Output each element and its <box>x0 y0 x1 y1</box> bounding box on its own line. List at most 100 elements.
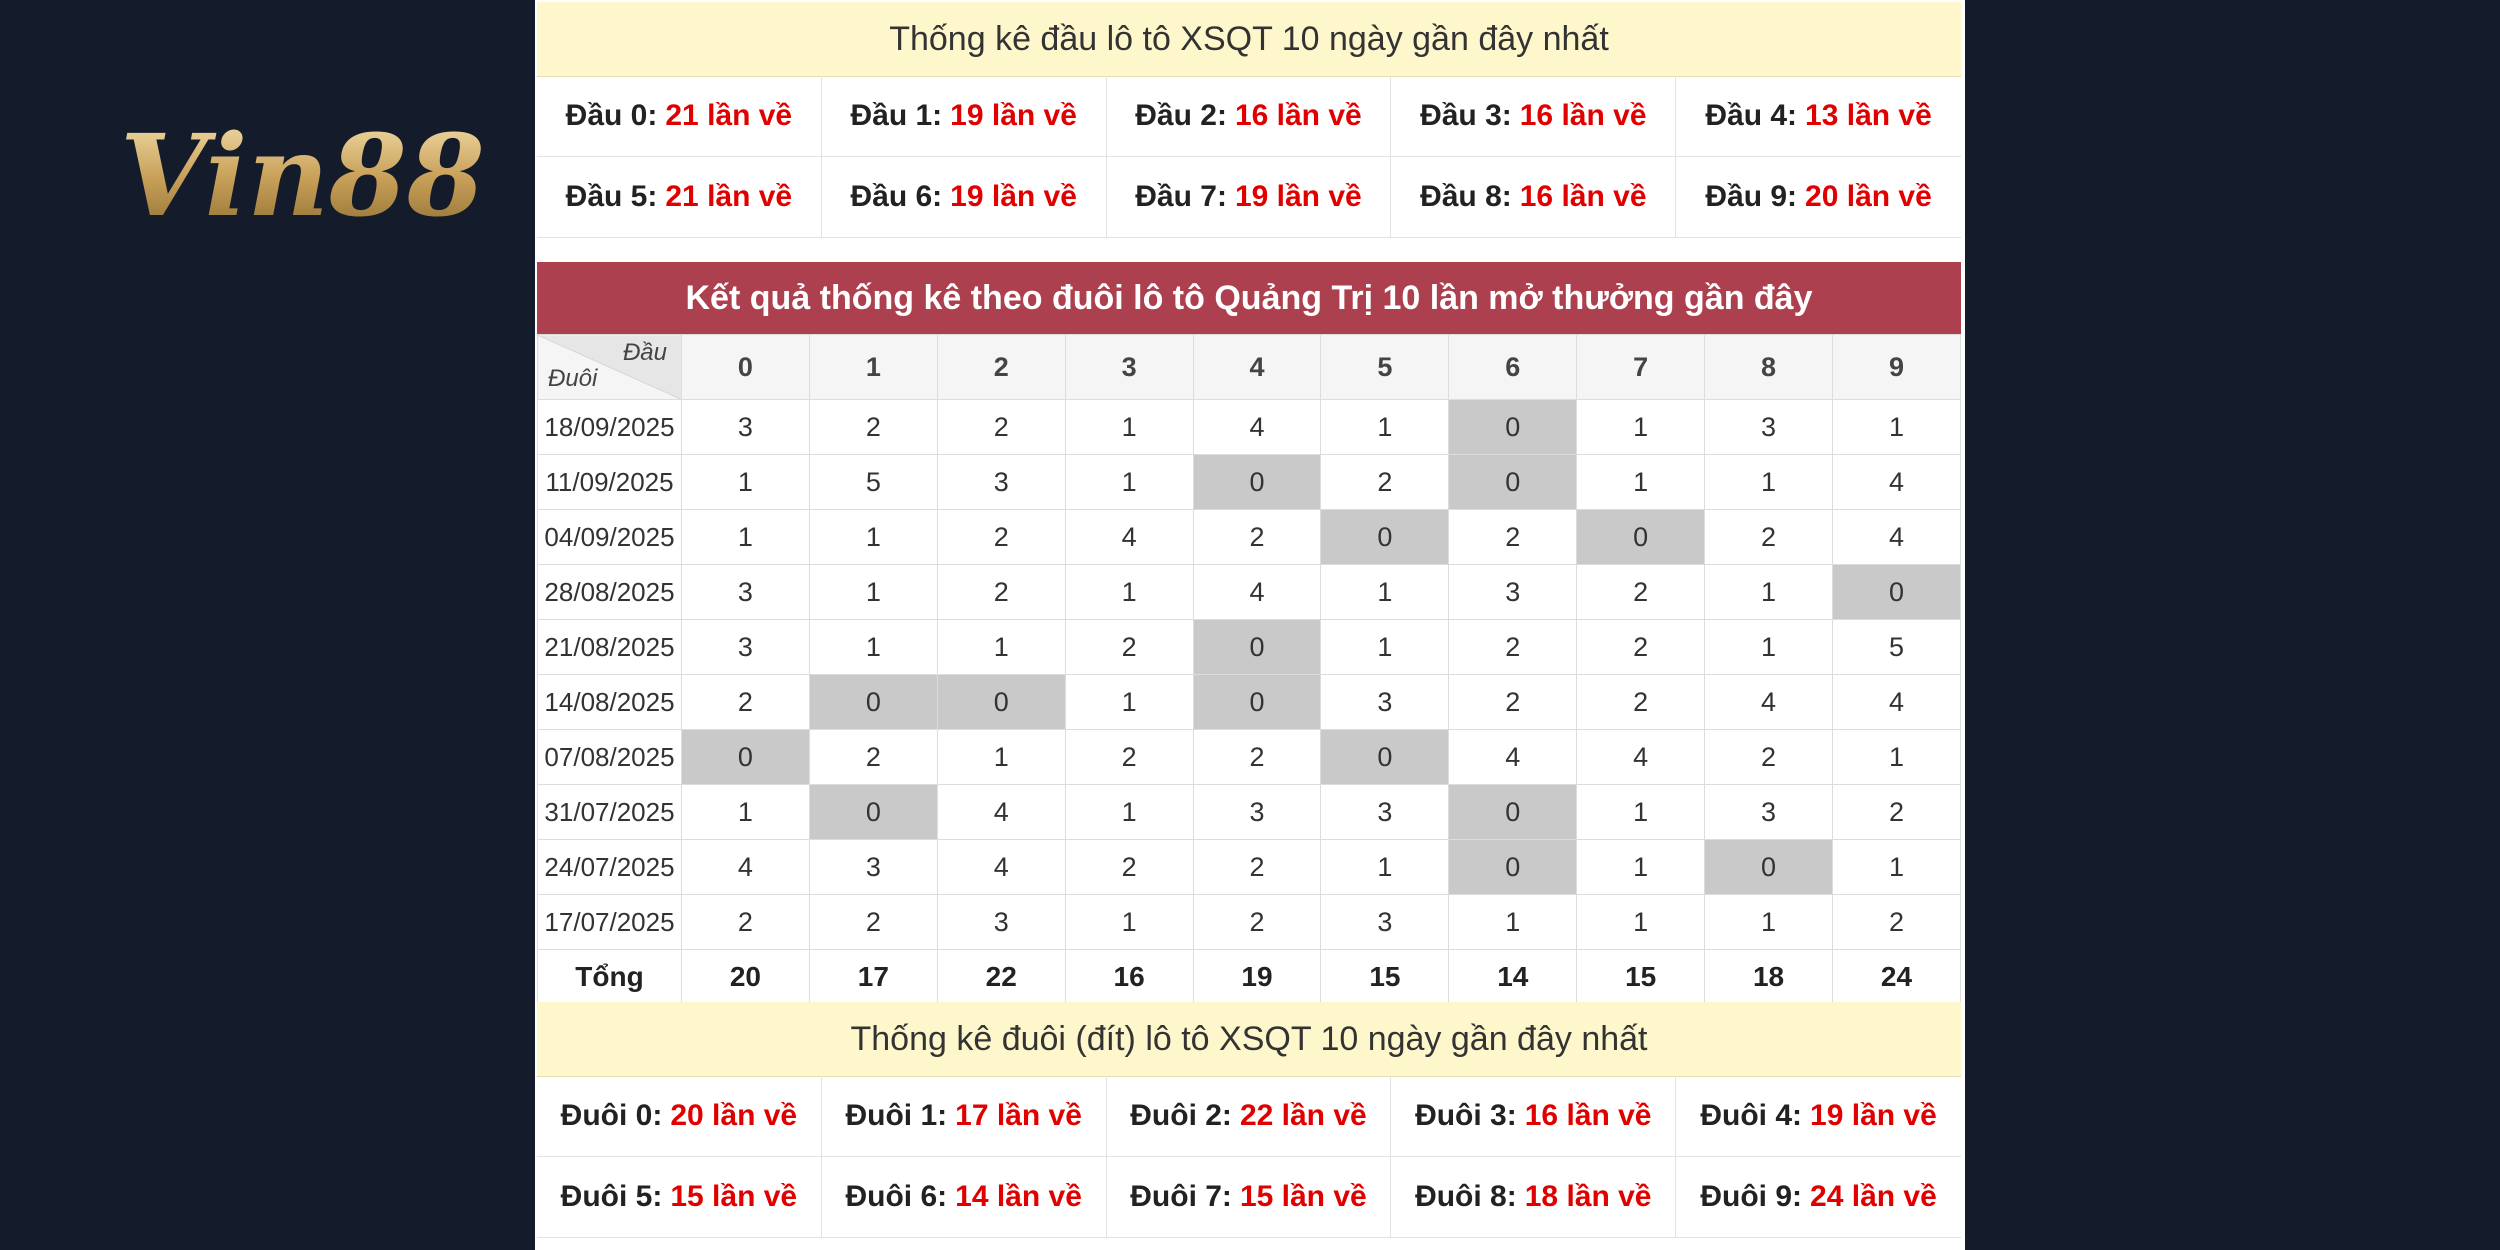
table-cell: 3 <box>1704 784 1834 840</box>
head-summary-item: Đầu 9: 20 lần về <box>1676 157 1961 238</box>
table-cell: 2 <box>681 674 810 730</box>
table-cell: 2 <box>1448 509 1578 565</box>
table-cell: 0 <box>1448 839 1578 895</box>
total-cell: 17 <box>808 949 938 1005</box>
table-cell: 1 <box>1064 564 1194 620</box>
tail-summary-item: Đuôi 4: 19 lần về <box>1676 1076 1961 1157</box>
tail-summary-label: Đuôi 9: <box>1700 1180 1803 1213</box>
head-summary-label: Đầu 0: <box>565 99 658 132</box>
table-row: 18/09/2025 3 2 2 1 4 1 0 1 3 1 <box>537 399 1961 455</box>
table-cell: 1 <box>1576 454 1706 510</box>
table-cell: 2 <box>808 894 938 950</box>
table-cell: 3 <box>1320 784 1450 840</box>
table-cell: 2 <box>1704 729 1834 785</box>
table-cell: 2 <box>808 729 938 785</box>
tail-summary-label: Đuôi 5: <box>560 1180 663 1213</box>
table-cell: 3 <box>1704 399 1834 455</box>
head-summary-label: Đầu 1: <box>850 99 943 132</box>
lottery-stats-panel: Thống kê đầu lô tô XSQT 10 ngày gần đây … <box>535 0 1965 1250</box>
table-corner-header: Đầu Đuôi <box>537 334 682 400</box>
table-row: 21/08/2025 3 1 1 2 0 1 2 2 1 5 <box>537 619 1961 675</box>
table-cell: 2 <box>681 894 810 950</box>
column-header: 7 <box>1576 334 1706 400</box>
table-cell: 1 <box>1064 674 1194 730</box>
head-summary-item: Đầu 8: 16 lần về <box>1391 157 1677 238</box>
total-label: Tổng <box>537 949 682 1005</box>
table-cell: 3 <box>936 454 1066 510</box>
table-cell: 1 <box>1064 784 1194 840</box>
table-cell: 4 <box>1832 674 1961 730</box>
table-cell: 2 <box>1192 839 1322 895</box>
table-cell: 1 <box>1704 564 1834 620</box>
table-cell: 1 <box>1320 399 1450 455</box>
table-cell: 0 <box>1448 784 1578 840</box>
table-cell: 1 <box>808 564 938 620</box>
table-cell: 3 <box>681 564 810 620</box>
table-cell: 1 <box>808 509 938 565</box>
table-cell: 1 <box>936 619 1066 675</box>
table-cell: 4 <box>1064 509 1194 565</box>
tail-summary-count: 24 lần về <box>1810 1180 1937 1213</box>
table-cell: 4 <box>936 839 1066 895</box>
head-summary-count: 19 lần về <box>950 180 1077 213</box>
table-cell: 2 <box>936 399 1066 455</box>
tail-summary-item: Đuôi 3: 16 lần về <box>1391 1076 1677 1157</box>
head-summary-item: Đầu 1: 19 lần về <box>821 76 1107 157</box>
table-cell: 2 <box>1448 619 1578 675</box>
row-date: 21/08/2025 <box>537 619 682 675</box>
table-cell: 0 <box>1576 509 1706 565</box>
table-cell: 3 <box>936 894 1066 950</box>
row-date: 24/07/2025 <box>537 839 682 895</box>
row-date: 07/08/2025 <box>537 729 682 785</box>
table-cell: 1 <box>1448 894 1578 950</box>
table-cell: 3 <box>808 839 938 895</box>
head-summary-label: Đầu 9: <box>1705 180 1798 213</box>
head-summary-label: Đầu 6: <box>850 180 943 213</box>
table-cell: 1 <box>681 454 810 510</box>
column-header: 5 <box>1320 334 1450 400</box>
tail-summary-label: Đuôi 0: <box>560 1099 663 1132</box>
table-cell: 1 <box>1576 784 1706 840</box>
table-cell: 2 <box>1320 454 1450 510</box>
table-cell: 1 <box>1576 399 1706 455</box>
table-cell: 1 <box>1320 839 1450 895</box>
table-cell: 0 <box>1320 729 1450 785</box>
head-summary-item: Đầu 3: 16 lần về <box>1391 76 1677 157</box>
row-date: 28/08/2025 <box>537 564 682 620</box>
row-date: 11/09/2025 <box>537 454 682 510</box>
row-date: 17/07/2025 <box>537 894 682 950</box>
table-cell: 4 <box>1576 729 1706 785</box>
table-cell: 4 <box>1704 674 1834 730</box>
head-summary-count: 21 lần về <box>665 180 793 213</box>
column-header: 4 <box>1192 334 1322 400</box>
total-cell: 16 <box>1064 949 1194 1005</box>
table-cell: 0 <box>1192 619 1322 675</box>
table-cell: 1 <box>1320 619 1450 675</box>
table-cell: 3 <box>1448 564 1578 620</box>
tail-summary-item: Đuôi 6: 14 lần về <box>821 1157 1107 1238</box>
tail-summary-item: Đuôi 2: 22 lần về <box>1106 1076 1392 1157</box>
table-cell: 0 <box>936 674 1066 730</box>
tail-summary-count: 15 lần về <box>1239 1180 1367 1213</box>
column-header: 9 <box>1832 334 1961 400</box>
tail-summary-count: 14 lần về <box>955 1180 1082 1213</box>
table-cell: 0 <box>1448 454 1578 510</box>
head-summary-label: Đầu 2: <box>1135 99 1227 132</box>
vin88-logo: Vin88 <box>120 115 485 235</box>
table-cell: 2 <box>1192 729 1322 785</box>
total-cell: 15 <box>1320 949 1450 1005</box>
tail-summary-count: 17 lần về <box>955 1099 1082 1132</box>
corner-head-label: Đầu <box>622 339 667 366</box>
row-date: 31/07/2025 <box>537 784 682 840</box>
tail-summary-count: 16 lần về <box>1524 1099 1652 1132</box>
table-cell: 0 <box>681 729 810 785</box>
head-summary-count: 16 lần về <box>1519 180 1647 213</box>
table-row: 07/08/2025 0 2 1 2 2 0 4 4 2 1 <box>537 729 1961 785</box>
table-cell: 1 <box>936 729 1066 785</box>
head-summary-title: Thống kê đầu lô tô XSQT 10 ngày gần đây … <box>537 2 1961 77</box>
table-cell: 2 <box>1064 729 1194 785</box>
tail-summary-label: Đuôi 1: <box>845 1099 948 1132</box>
logo-text: Vin88 <box>120 115 485 235</box>
table-cell: 1 <box>1832 399 1961 455</box>
table-cell: 1 <box>1064 454 1194 510</box>
